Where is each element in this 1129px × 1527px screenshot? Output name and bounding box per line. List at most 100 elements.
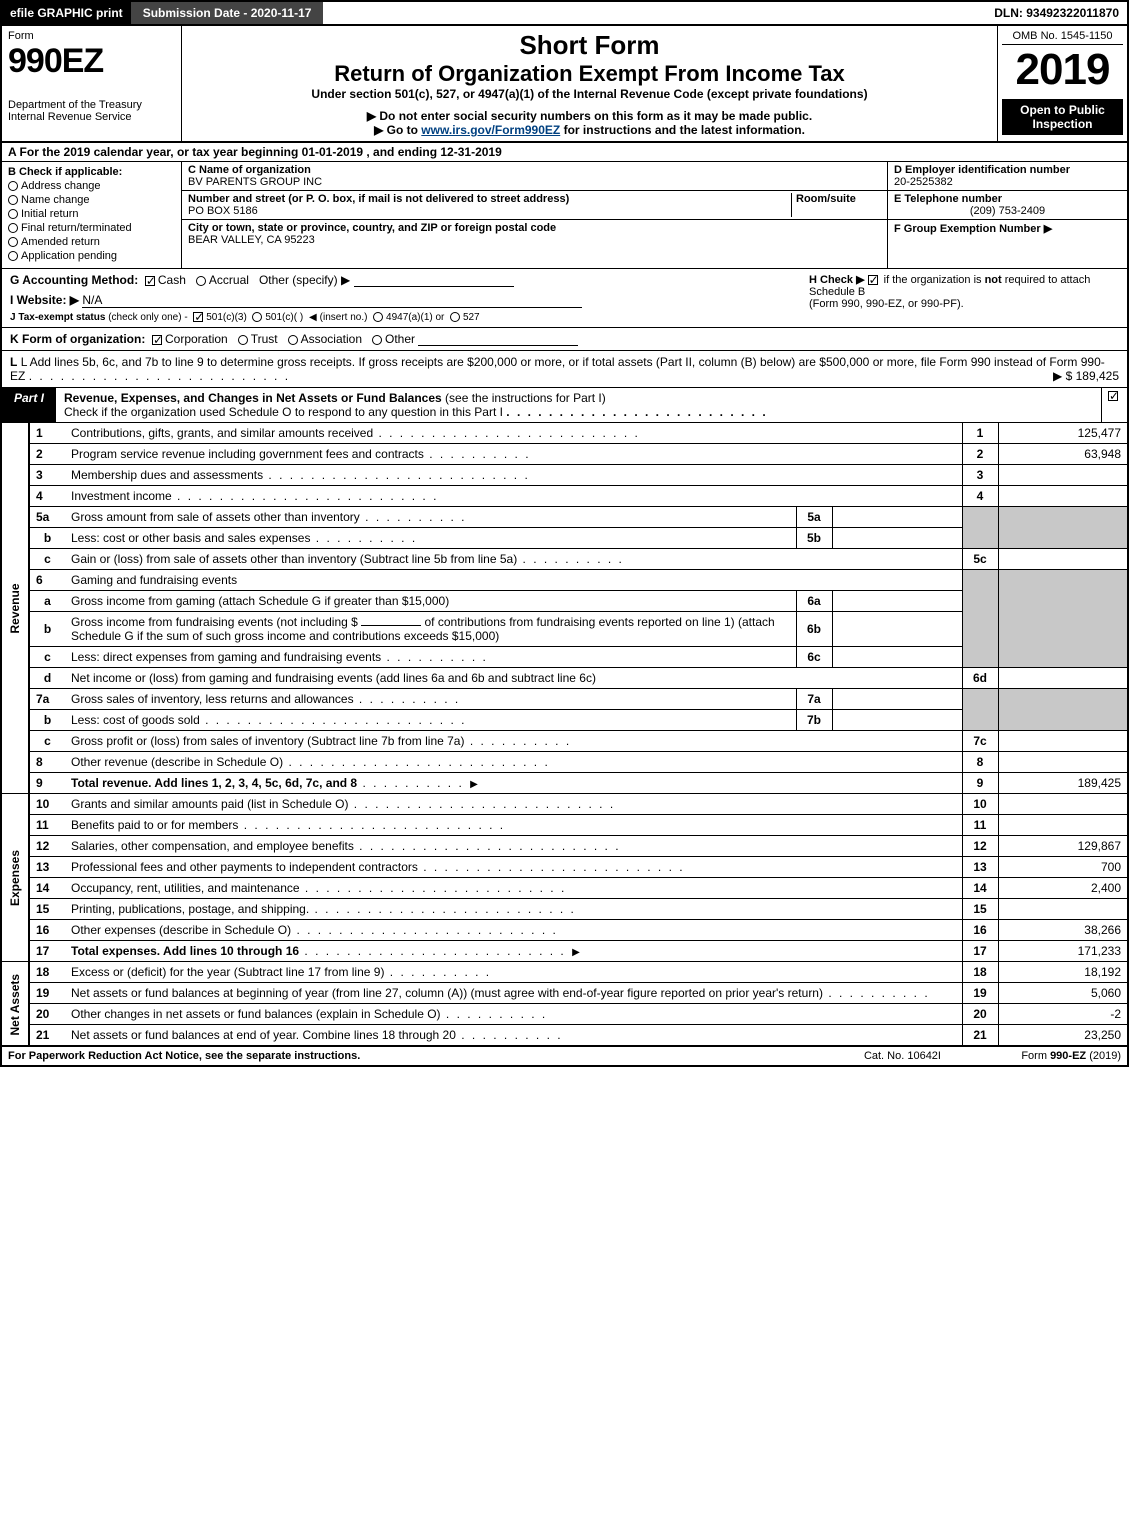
ln6c-mid: 6c (796, 647, 832, 668)
ln17-num: 17 (962, 941, 998, 962)
k-label: K Form of organization: (10, 332, 145, 346)
ln-16: 16 (29, 920, 65, 941)
chk-accrual[interactable] (196, 276, 206, 286)
d-ein-label: D Employer identification number (894, 164, 1121, 176)
chk-501c3[interactable] (193, 312, 203, 322)
chk-app-pending-label: Application pending (21, 250, 117, 262)
g-accounting: G Accounting Method: Cash Accrual Other … (10, 273, 809, 323)
k-other-input[interactable] (418, 334, 578, 346)
efile-print-label[interactable]: efile GRAPHIC print (2, 2, 131, 24)
h-check: H Check ▶ if the organization is not req… (809, 273, 1119, 323)
open-public-box: Open to Public Inspection (1002, 99, 1123, 135)
ln10-val (998, 794, 1128, 815)
ln-5b: b (29, 528, 65, 549)
chk-initial-return[interactable]: Initial return (8, 208, 175, 220)
form-word: Form (8, 30, 175, 42)
ln7c-desc: Gross profit or (loss) from sales of inv… (71, 734, 464, 748)
other-input[interactable] (354, 275, 514, 287)
chk-final-return[interactable]: Final return/terminated (8, 222, 175, 234)
ln12-num: 12 (962, 836, 998, 857)
h-not: not (985, 274, 1002, 286)
ln14-desc: Occupancy, rent, utilities, and maintena… (71, 881, 300, 895)
ln16-desc: Other expenses (describe in Schedule O) (71, 923, 291, 937)
ln4-val (998, 486, 1128, 507)
ln-17: 17 (29, 941, 65, 962)
section-expenses: Expenses (1, 794, 29, 962)
ln-6d: d (29, 668, 65, 689)
chk-4947[interactable] (373, 312, 383, 322)
chk-cash[interactable] (145, 276, 155, 286)
ln9-val: 189,425 (998, 773, 1128, 794)
opt-4947: 4947(a)(1) or (386, 312, 444, 323)
chk-trust[interactable] (238, 335, 248, 345)
ln5c-desc: Gain or (loss) from sale of assets other… (71, 552, 517, 566)
ln7b-desc: Less: cost of goods sold (71, 713, 200, 727)
chk-k-other[interactable] (372, 335, 382, 345)
ln5b-desc: Less: cost or other basis and sales expe… (71, 531, 310, 545)
ln-1: 1 (29, 423, 65, 444)
row-j: J Tax-exempt status (check only one) - 5… (10, 312, 809, 323)
ln6b-blank (361, 625, 421, 626)
ln-7c: c (29, 731, 65, 752)
chk-assoc[interactable] (288, 335, 298, 345)
chk-address-change[interactable]: Address change (8, 180, 175, 192)
ln10-num: 10 (962, 794, 998, 815)
ln-8: 8 (29, 752, 65, 773)
ln17-desc: Total expenses. Add lines 10 through 16 (71, 944, 299, 958)
ln9-desc: Total revenue. Add lines 1, 2, 3, 4, 5c,… (71, 776, 357, 790)
ln-2: 2 (29, 444, 65, 465)
ln7c-num: 7c (962, 731, 998, 752)
ln-12: 12 (29, 836, 65, 857)
dept-line1: Department of the Treasury (8, 99, 175, 111)
ln10-desc: Grants and similar amounts paid (list in… (71, 797, 348, 811)
chk-501c[interactable] (252, 312, 262, 322)
ln19-desc: Net assets or fund balances at beginning… (71, 986, 823, 1000)
col-b-checkboxes: B Check if applicable: Address change Na… (2, 162, 182, 268)
ln-7a: 7a (29, 689, 65, 710)
footer-formno: Form 990-EZ (2019) (941, 1050, 1121, 1062)
accrual-label: Accrual (209, 273, 249, 287)
ln-14: 14 (29, 878, 65, 899)
ln13-val: 700 (998, 857, 1128, 878)
chk-h[interactable] (868, 275, 878, 285)
ln13-desc: Professional fees and other payments to … (71, 860, 418, 874)
chk-address-change-label: Address change (21, 180, 101, 192)
grey-5v (998, 507, 1128, 549)
ln5c-num: 5c (962, 549, 998, 570)
opt-corp: Corporation (165, 332, 228, 346)
ln9-num: 9 (962, 773, 998, 794)
col-def: D Employer identification number 20-2525… (887, 162, 1127, 268)
section-revenue: Revenue (1, 423, 29, 794)
ln20-num: 20 (962, 1004, 998, 1025)
b-header: B Check if applicable: (8, 166, 175, 178)
ln-6c: c (29, 647, 65, 668)
ln13-num: 13 (962, 857, 998, 878)
ln8-val (998, 752, 1128, 773)
chk-527[interactable] (450, 312, 460, 322)
ln-5c: c (29, 549, 65, 570)
chk-amended-return[interactable]: Amended return (8, 236, 175, 248)
chk-corp[interactable] (152, 335, 162, 345)
part1-header: Part I Revenue, Expenses, and Changes in… (0, 388, 1129, 423)
ln11-desc: Benefits paid to or for members (71, 818, 238, 832)
ln5a-mid: 5a (796, 507, 832, 528)
note-goto: ▶ Go to www.irs.gov/Form990EZ for instru… (190, 123, 989, 137)
i-website-label: I Website: ▶ (10, 293, 79, 307)
dln-label: DLN: 93492322011870 (986, 2, 1127, 24)
part1-checkbox[interactable] (1101, 388, 1127, 422)
ln-6a: a (29, 591, 65, 612)
room-label: Room/suite (796, 193, 856, 205)
ln-3: 3 (29, 465, 65, 486)
title-short-form: Short Form (190, 30, 989, 61)
ln6d-desc: Net income or (loss) from gaming and fun… (65, 668, 962, 689)
org-city: BEAR VALLEY, CA 95223 (188, 234, 881, 246)
opt-527: 527 (463, 312, 480, 323)
irs-link[interactable]: www.irs.gov/Form990EZ (421, 123, 560, 137)
ln15-val (998, 899, 1128, 920)
chk-app-pending[interactable]: Application pending (8, 250, 175, 262)
ln5c-val (998, 549, 1128, 570)
chk-name-change[interactable]: Name change (8, 194, 175, 206)
ln17-val: 171,233 (998, 941, 1128, 962)
ln20-val: -2 (998, 1004, 1128, 1025)
ln1-num: 1 (962, 423, 998, 444)
